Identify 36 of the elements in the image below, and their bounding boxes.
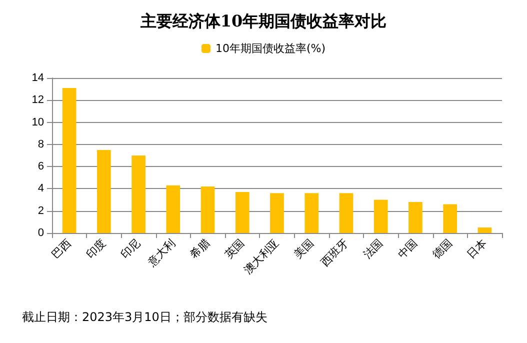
y-tick-label: 8 <box>38 138 44 150</box>
y-tick-label: 12 <box>32 94 44 106</box>
x-tick-label: 英国 <box>222 236 247 262</box>
y-tick-label: 0 <box>38 227 44 239</box>
legend-label: 10年期国债收益率(%) <box>215 42 326 55</box>
bar <box>304 193 319 233</box>
bar <box>200 186 215 233</box>
y-tick-label: 2 <box>38 204 44 217</box>
x-tick-label: 西班牙 <box>318 236 351 269</box>
y-tick-label: 4 <box>38 182 44 195</box>
bar <box>132 156 146 233</box>
x-tick-label: 巴西 <box>49 236 74 262</box>
bar <box>408 202 422 233</box>
bar <box>62 88 76 233</box>
x-tick-label: 希腊 <box>188 236 212 262</box>
x-tick-label: 中国 <box>395 236 420 262</box>
bar <box>339 193 354 233</box>
bar <box>443 204 457 233</box>
x-tick-label: 印尼 <box>118 236 144 262</box>
bar <box>235 192 250 233</box>
bar <box>478 227 492 233</box>
x-tick-label: 日本 <box>464 236 490 262</box>
bar <box>270 193 284 233</box>
x-tick-label: 法国 <box>360 236 386 262</box>
x-tick-label: 印度 <box>84 236 109 262</box>
bar <box>374 200 388 233</box>
y-tick-label: 10 <box>32 116 44 128</box>
x-tick-label: 美国 <box>291 236 316 262</box>
y-tick-label: 14 <box>32 72 44 84</box>
y-tick-label: 6 <box>38 160 44 173</box>
x-tick-label: 德国 <box>430 236 455 262</box>
chart-title: 主要经济体10年期国债收益率对比 <box>139 12 387 30</box>
bar <box>166 185 180 233</box>
bar <box>97 150 111 233</box>
x-tick-label: 意大利 <box>144 236 178 270</box>
text: 截止日期：2023年3月10日；部分数据有缺失 <box>22 310 268 324</box>
